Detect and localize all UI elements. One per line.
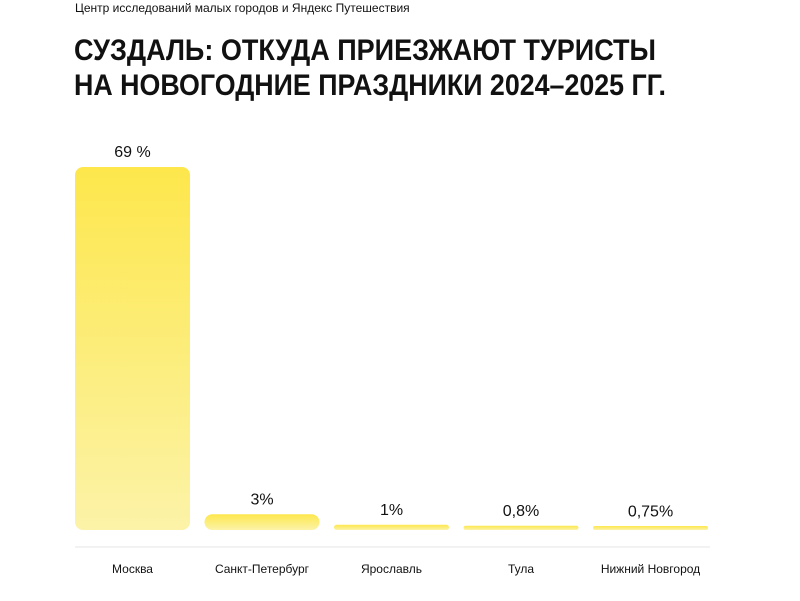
source: Центр исследований малых городов и Яндек… [75,1,410,15]
value-label: 0,75% [628,503,673,520]
bar [334,524,449,530]
x-tick-label: Нижний Новгород [601,562,700,576]
value-label: 1% [380,502,403,519]
x-tick-label: Санкт-Петербург [215,562,310,576]
x-tick-label: Ярославль [361,562,422,576]
bar [593,526,708,530]
value-label: 0,8% [503,503,539,520]
chart-title: НА НОВОГОДНИЕ ПРАЗДНИКИ 2024–2025 ГГ. [74,69,666,102]
bar [75,167,190,530]
bar [463,525,579,530]
x-tick-label: Москва [112,562,153,576]
value-label: 69 % [114,144,150,161]
value-label: 3% [250,491,273,508]
x-tick-label: Тула [508,562,534,576]
chart-title: СУЗДАЛЬ: ОТКУДА ПРИЕЗЖАЮТ ТУРИСТЫ [74,34,656,67]
bar [204,514,320,530]
